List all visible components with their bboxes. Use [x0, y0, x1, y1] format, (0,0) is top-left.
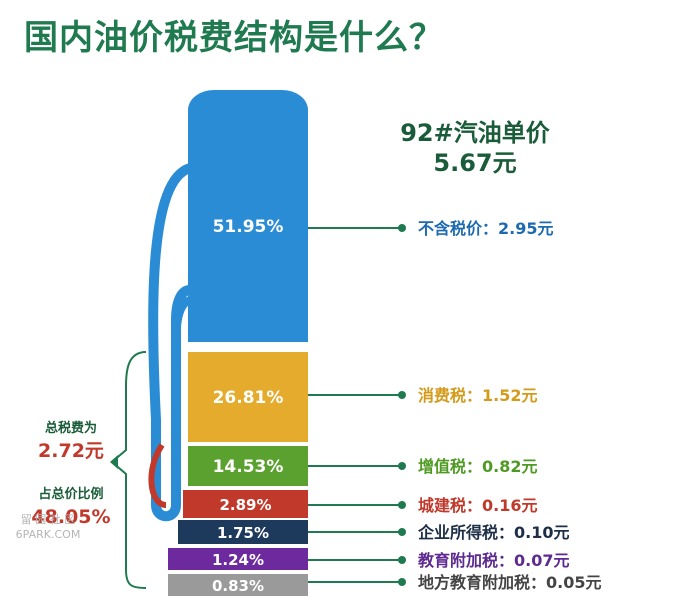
segment-label-local-edu: 地方教育附加税：0.05元: [418, 573, 601, 592]
leader-dot-city: [398, 501, 406, 509]
segment-pct-edu: 1.24%: [212, 551, 264, 569]
segment-pct-vat: 14.53%: [213, 457, 284, 477]
segment-label-edu: 教育附加税：0.07元: [418, 551, 569, 570]
price-box: 92#汽油单价 5.67元: [380, 118, 570, 178]
leader-dot-corp: [398, 528, 406, 536]
segment-pct-local-edu: 0.83%: [212, 577, 264, 595]
segment-bar-city: [183, 490, 308, 518]
leader-dot-local-edu: [398, 578, 406, 586]
price-label: 92#汽油单价: [400, 119, 550, 147]
segment-bar-local-edu: [168, 574, 308, 596]
leader-dot-consumption: [398, 391, 406, 399]
segment-bar-edu: [168, 548, 308, 570]
segment-label-corp: 企业所得税：0.10元: [417, 523, 569, 542]
total-ratio-label: 占总价比例: [38, 487, 104, 502]
segment-label-city: 城建税：0.16元: [418, 496, 537, 515]
watermark-line2: 6PARK.COM: [15, 528, 81, 541]
bracket-arrow: [110, 455, 118, 469]
segment-bar-corp: [178, 520, 308, 544]
page-title: 国内油价税费结构是什么？: [24, 18, 444, 58]
segment-bar-base: [188, 110, 308, 342]
segment-label-vat: 增值税：0.82元: [418, 457, 537, 476]
total-tax-label: 总税费为: [44, 421, 97, 436]
total-summary: 总税费为 2.72元 占总价比例 48.05%: [16, 418, 126, 528]
segment-pct-consumption: 26.81%: [213, 388, 284, 408]
pump-hose-inner: [172, 296, 192, 361]
segment-pct-corp: 1.75%: [217, 524, 269, 542]
leader-dot-base: [398, 224, 406, 232]
total-tax-value: 2.72元: [38, 440, 104, 462]
total-ratio-value: 48.05%: [31, 506, 111, 528]
watermark: 留 园 社 区 6PARK.COM: [2, 512, 94, 542]
segment-pct-base: 51.95%: [213, 217, 284, 237]
segment-pct-city: 2.89%: [219, 496, 271, 514]
segments-group: 51.95% 不含税价：2.95元 26.81% 消费税：1.52元 14.53% 增值税…: [168, 110, 601, 596]
leader-dot-edu: [398, 556, 406, 564]
leader-dot-vat: [398, 462, 406, 470]
pump-nozzle: [148, 443, 167, 508]
segment-label-base: 不含税价：2.95元: [418, 219, 553, 238]
segment-label-consumption: 消费税：1.52元: [418, 386, 537, 405]
segment-bar-vat: [188, 446, 308, 486]
pump-hose-outer: [148, 163, 193, 522]
price-value: 5.67元: [433, 149, 517, 177]
watermark-line1: 留 园 社 区: [20, 513, 76, 526]
segment-bar-consumption: [188, 352, 308, 442]
